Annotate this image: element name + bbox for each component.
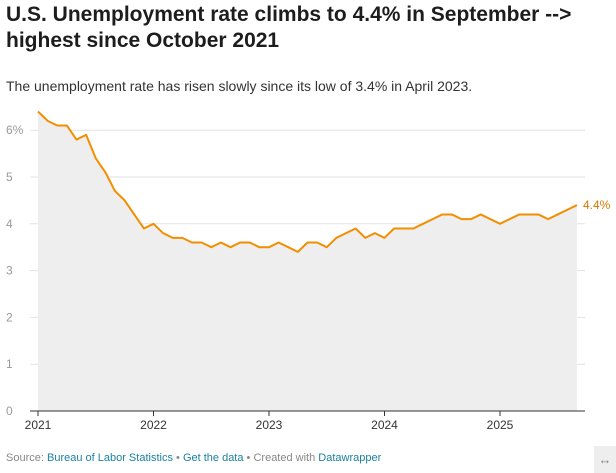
y-tick-label: 0 bbox=[6, 404, 13, 418]
chart-title: U.S. Unemployment rate climbs to 4.4% in… bbox=[6, 3, 572, 52]
x-tick-label: 2022 bbox=[140, 418, 167, 432]
chart-subtitle: The unemployment rate has risen slowly s… bbox=[6, 78, 473, 94]
x-tick-label: 2023 bbox=[256, 418, 283, 432]
datawrapper-link[interactable]: Datawrapper bbox=[318, 452, 382, 464]
expand-icon[interactable]: ↔ bbox=[594, 446, 616, 473]
y-tick-label: 5 bbox=[6, 170, 13, 184]
x-tick-label: 2025 bbox=[487, 418, 514, 432]
y-tick-label: 3 bbox=[6, 264, 13, 278]
x-tick-label: 2021 bbox=[25, 418, 52, 432]
footer: Source: Bureau of Labor Statistics • Get… bbox=[6, 452, 381, 464]
created-label: Created with bbox=[253, 452, 316, 464]
y-tick-label: 2 bbox=[6, 310, 13, 324]
y-tick-label: 6% bbox=[6, 123, 24, 137]
separator: • bbox=[176, 452, 180, 464]
source-label: Source: bbox=[6, 452, 44, 464]
get-data-link[interactable]: Get the data bbox=[182, 452, 244, 464]
end-value-label: 4.4% bbox=[583, 198, 611, 212]
y-tick-label: 1 bbox=[6, 357, 13, 371]
x-tick-label: 2024 bbox=[371, 418, 398, 432]
area-fill bbox=[38, 111, 577, 411]
y-tick-label: 4 bbox=[6, 217, 13, 231]
separator: • bbox=[246, 452, 251, 464]
source-link[interactable]: Bureau of Labor Statistics bbox=[46, 452, 173, 464]
series-line bbox=[37, 110, 578, 253]
